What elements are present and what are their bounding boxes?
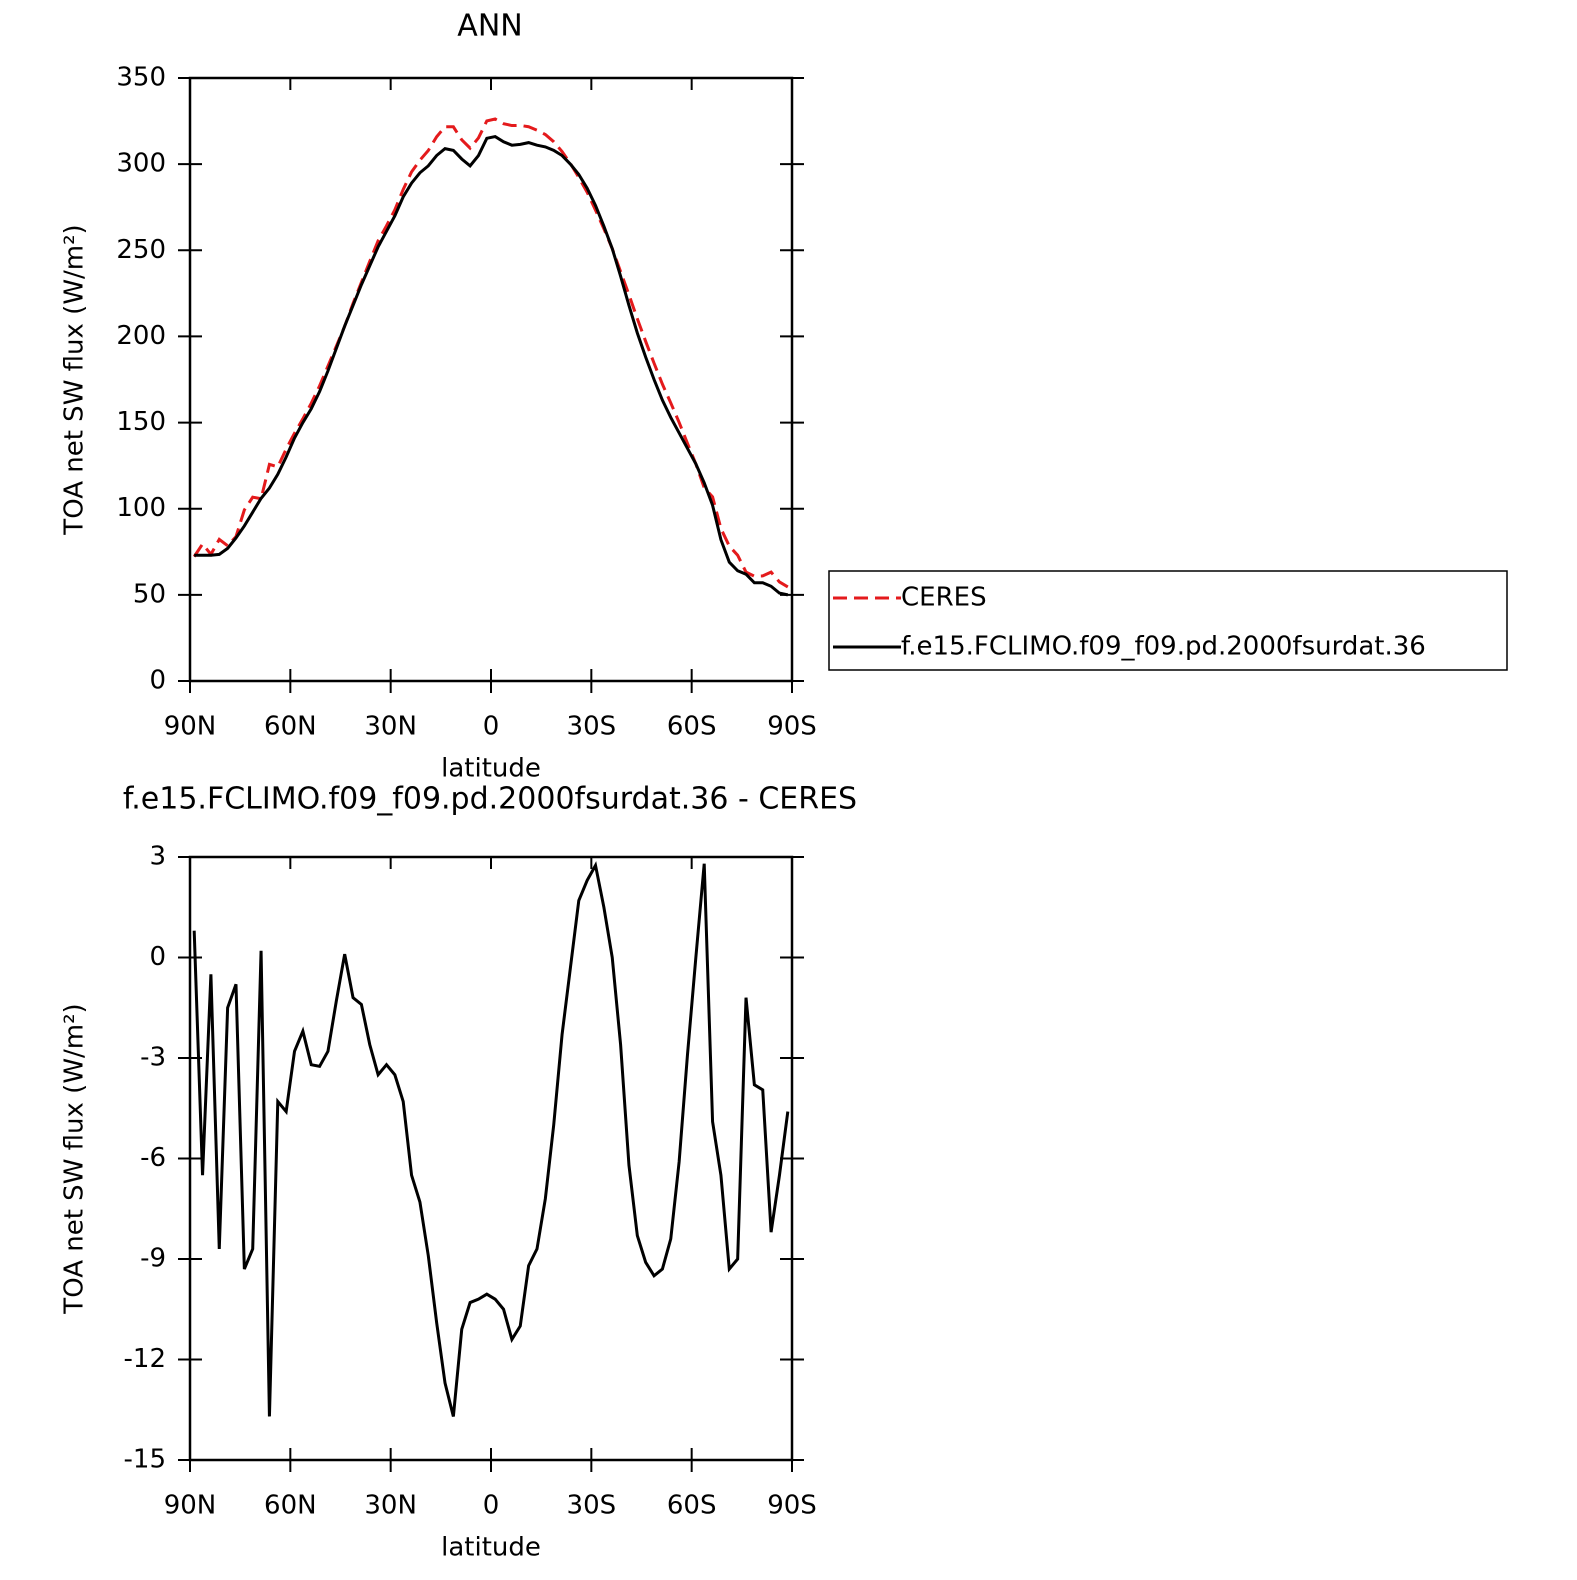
- y-tick-label: -15: [124, 1445, 166, 1475]
- legend-label: f.e15.FCLIMO.f09_f09.pd.2000fsurdat.36: [901, 632, 1426, 662]
- x-tick-label: 30N: [364, 712, 417, 742]
- y-tick-label: 300: [116, 149, 166, 179]
- x-tick-label: 60N: [264, 712, 317, 742]
- x-axis-label: latitude: [441, 754, 541, 784]
- data-line: [192, 861, 790, 1417]
- chart-title: ANN: [457, 9, 522, 44]
- x-axis-label: latitude: [441, 1533, 541, 1563]
- x-tick-label: 60N: [264, 1491, 317, 1521]
- y-tick-label: 200: [116, 321, 166, 351]
- y-tick-label: 350: [116, 63, 166, 93]
- x-tick-label: 90N: [164, 1491, 217, 1521]
- x-tick-label: 0: [483, 1491, 500, 1521]
- x-tick-label: 90S: [767, 712, 817, 742]
- x-tick-label: 0: [483, 712, 500, 742]
- x-tick-label: 30S: [567, 712, 617, 742]
- y-tick-label: 0: [149, 666, 166, 696]
- chart-title: f.e15.FCLIMO.f09_f09.pd.2000fsurdat.36 -…: [123, 782, 857, 817]
- y-tick-label: 250: [116, 235, 166, 265]
- x-tick-label: 90N: [164, 712, 217, 742]
- y-tick-label: 50: [133, 579, 166, 609]
- y-tick-label: -6: [140, 1143, 166, 1173]
- x-tick-label: 90S: [767, 1491, 817, 1521]
- x-tick-label: 60S: [667, 712, 717, 742]
- y-tick-label: 100: [116, 493, 166, 523]
- y-axis-label: TOA net SW flux (W/m²): [60, 1003, 90, 1314]
- plot-frame: [188, 76, 794, 683]
- y-tick-label: -12: [124, 1344, 166, 1374]
- legend-box: [828, 570, 1508, 671]
- plot-frame: [188, 855, 794, 1462]
- y-tick-label: -9: [140, 1244, 166, 1274]
- y-tick-label: 3: [149, 842, 166, 872]
- y-tick-label: 0: [149, 942, 166, 972]
- data-line: [192, 117, 789, 589]
- x-tick-label: 30N: [364, 1491, 417, 1521]
- x-tick-label: 30S: [567, 1491, 617, 1521]
- y-tick-label: 150: [116, 407, 166, 437]
- x-tick-label: 60S: [667, 1491, 717, 1521]
- y-tick-label: -3: [140, 1043, 166, 1073]
- y-axis-label: TOA net SW flux (W/m²): [60, 224, 90, 535]
- legend-label: CERES: [901, 583, 987, 613]
- data-line: [194, 134, 789, 597]
